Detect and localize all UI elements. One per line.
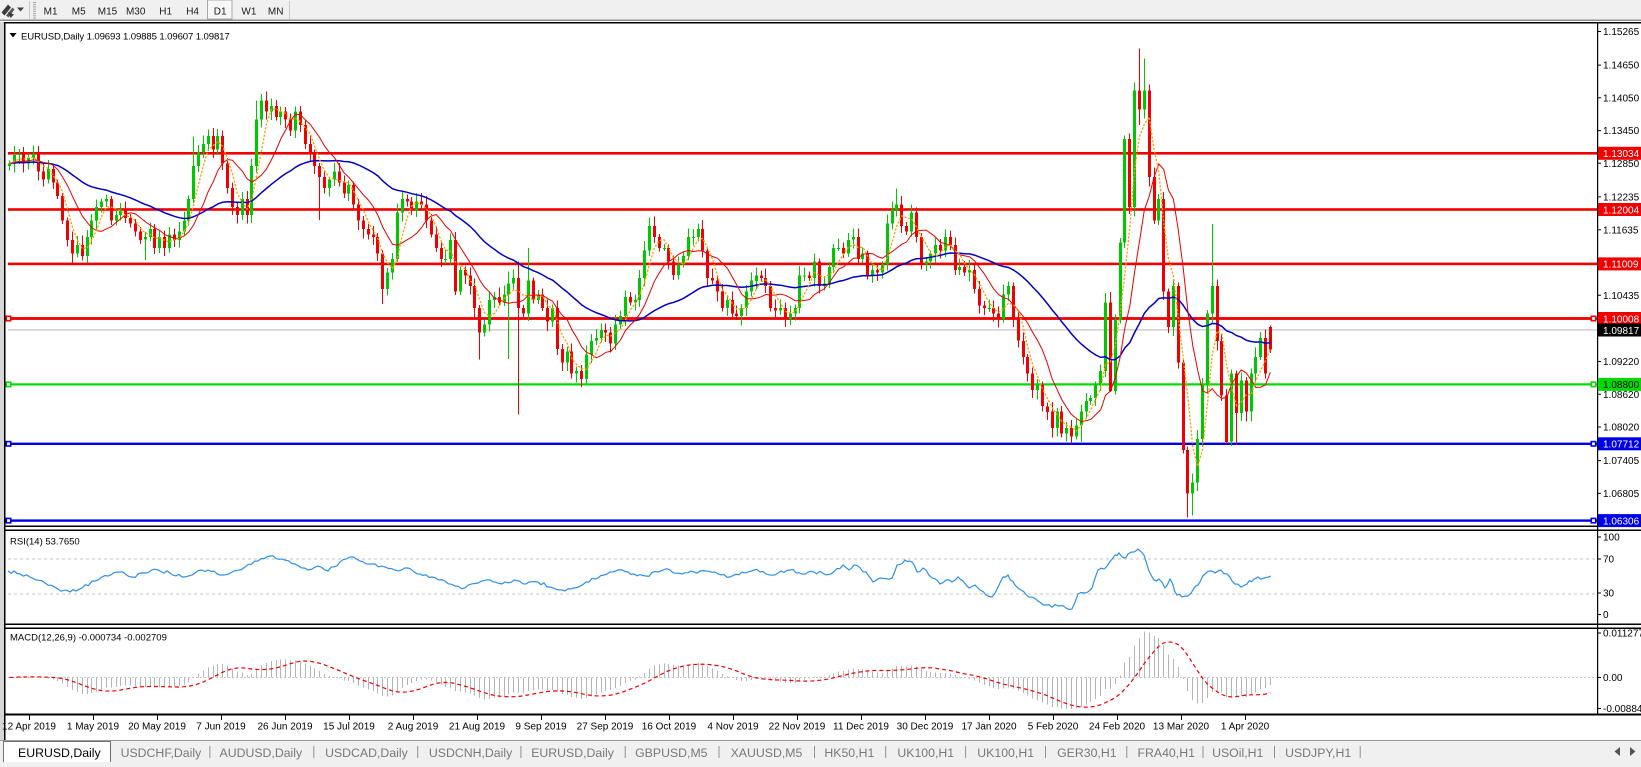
svg-text:4 Nov 2019: 4 Nov 2019 (707, 722, 759, 733)
svg-text:RSI(14) 53.7650: RSI(14) 53.7650 (10, 537, 80, 548)
svg-text:1.10435: 1.10435 (1603, 291, 1640, 302)
svg-text:7 Jun 2019: 7 Jun 2019 (196, 722, 246, 733)
svg-text:30 Dec 2019: 30 Dec 2019 (897, 722, 954, 733)
svg-text:16 Oct 2019: 16 Oct 2019 (642, 722, 697, 733)
svg-text:EURUSD,Daily: EURUSD,Daily (531, 746, 615, 760)
svg-text:13 Mar 2020: 13 Mar 2020 (1153, 722, 1210, 733)
svg-text:1.09817: 1.09817 (1603, 326, 1640, 337)
svg-text:100: 100 (1603, 533, 1620, 544)
svg-text:UK100,H1: UK100,H1 (897, 746, 954, 760)
svg-text:1.08620: 1.08620 (1603, 390, 1640, 401)
svg-text:HK50,H1: HK50,H1 (824, 746, 874, 760)
svg-text:XAUUSD,M5: XAUUSD,M5 (731, 746, 803, 760)
svg-text:70: 70 (1603, 555, 1615, 566)
svg-text:M15: M15 (98, 7, 118, 18)
svg-text:1.14650: 1.14650 (1603, 61, 1640, 72)
svg-text:2 Aug 2019: 2 Aug 2019 (388, 722, 439, 733)
svg-text:H4: H4 (186, 7, 199, 18)
svg-text:1.12235: 1.12235 (1603, 193, 1640, 204)
svg-text:24 Feb 2020: 24 Feb 2020 (1089, 722, 1146, 733)
svg-text:MN: MN (268, 7, 284, 18)
svg-text:15 Jul 2019: 15 Jul 2019 (323, 722, 375, 733)
svg-text:11 Dec 2019: 11 Dec 2019 (833, 722, 889, 733)
svg-text:1.09220: 1.09220 (1603, 357, 1640, 368)
svg-text:1.06306: 1.06306 (1603, 516, 1640, 527)
svg-text:1.07712: 1.07712 (1603, 440, 1640, 451)
svg-text:0.011277: 0.011277 (1603, 629, 1641, 640)
svg-text:D1: D1 (214, 7, 227, 18)
svg-text:MACD(12,26,9) -0.000734 -0.002: MACD(12,26,9) -0.000734 -0.002709 (10, 633, 167, 644)
svg-text:1.08020: 1.08020 (1603, 423, 1640, 434)
svg-text:1.15265: 1.15265 (1603, 27, 1640, 38)
svg-text:W1: W1 (241, 7, 256, 18)
svg-text:EURUSD,Daily: EURUSD,Daily (18, 746, 102, 760)
svg-text:1 Apr 2020: 1 Apr 2020 (1221, 722, 1270, 733)
svg-text:AUDUSD,Daily: AUDUSD,Daily (220, 746, 304, 760)
svg-text:20 May 2019: 20 May 2019 (128, 722, 186, 733)
svg-text:USDCNH,Daily: USDCNH,Daily (429, 746, 513, 760)
svg-text:FRA40,H1: FRA40,H1 (1138, 746, 1196, 760)
svg-text:0: 0 (1603, 610, 1609, 621)
svg-text:30: 30 (1603, 589, 1615, 600)
svg-text:EURUSD,Daily 1.09693 1.09885: EURUSD,Daily 1.09693 1.09885 1.09607 1.0… (21, 32, 230, 43)
svg-text:27 Sep 2019: 27 Sep 2019 (577, 722, 634, 733)
svg-text:22 Nov 2019: 22 Nov 2019 (769, 722, 826, 733)
svg-text:1.13450: 1.13450 (1603, 126, 1640, 137)
svg-text:USDJPY,H1: USDJPY,H1 (1285, 746, 1351, 760)
svg-text:17 Jan 2020: 17 Jan 2020 (961, 722, 1016, 733)
svg-text:26 Jun 2019: 26 Jun 2019 (257, 722, 312, 733)
svg-text:1 May 2019: 1 May 2019 (67, 722, 120, 733)
svg-text:M30: M30 (126, 7, 146, 18)
svg-text:USDCHF,Daily: USDCHF,Daily (121, 746, 202, 760)
svg-text:M5: M5 (72, 7, 86, 18)
svg-text:1.14050: 1.14050 (1603, 93, 1640, 104)
svg-text:UK100,H1: UK100,H1 (977, 746, 1034, 760)
svg-text:1.12004: 1.12004 (1603, 205, 1640, 216)
svg-text:-0.008845: -0.008845 (1603, 704, 1641, 715)
svg-text:1.12850: 1.12850 (1603, 159, 1640, 170)
svg-text:9 Sep 2019: 9 Sep 2019 (515, 722, 567, 733)
svg-text:1.11009: 1.11009 (1603, 260, 1639, 271)
svg-text:1.06805: 1.06805 (1603, 489, 1640, 500)
svg-text:M1: M1 (44, 7, 58, 18)
svg-text:USDCAD,Daily: USDCAD,Daily (325, 746, 409, 760)
svg-text:1.11635: 1.11635 (1603, 225, 1639, 236)
svg-text:5 Feb 2020: 5 Feb 2020 (1028, 722, 1079, 733)
svg-text:1.08800: 1.08800 (1603, 380, 1640, 391)
svg-text:USOil,H1: USOil,H1 (1212, 746, 1263, 760)
svg-text:GER30,H1: GER30,H1 (1057, 746, 1117, 760)
svg-text:1.13034: 1.13034 (1603, 149, 1640, 160)
svg-text:12 Apr 2019: 12 Apr 2019 (2, 722, 56, 733)
svg-text:0.00: 0.00 (1603, 673, 1623, 684)
svg-text:1.07405: 1.07405 (1603, 456, 1640, 467)
svg-text:21 Aug 2019: 21 Aug 2019 (449, 722, 506, 733)
svg-text:H1: H1 (159, 7, 172, 18)
svg-text:GBPUSD,M5: GBPUSD,M5 (635, 746, 708, 760)
